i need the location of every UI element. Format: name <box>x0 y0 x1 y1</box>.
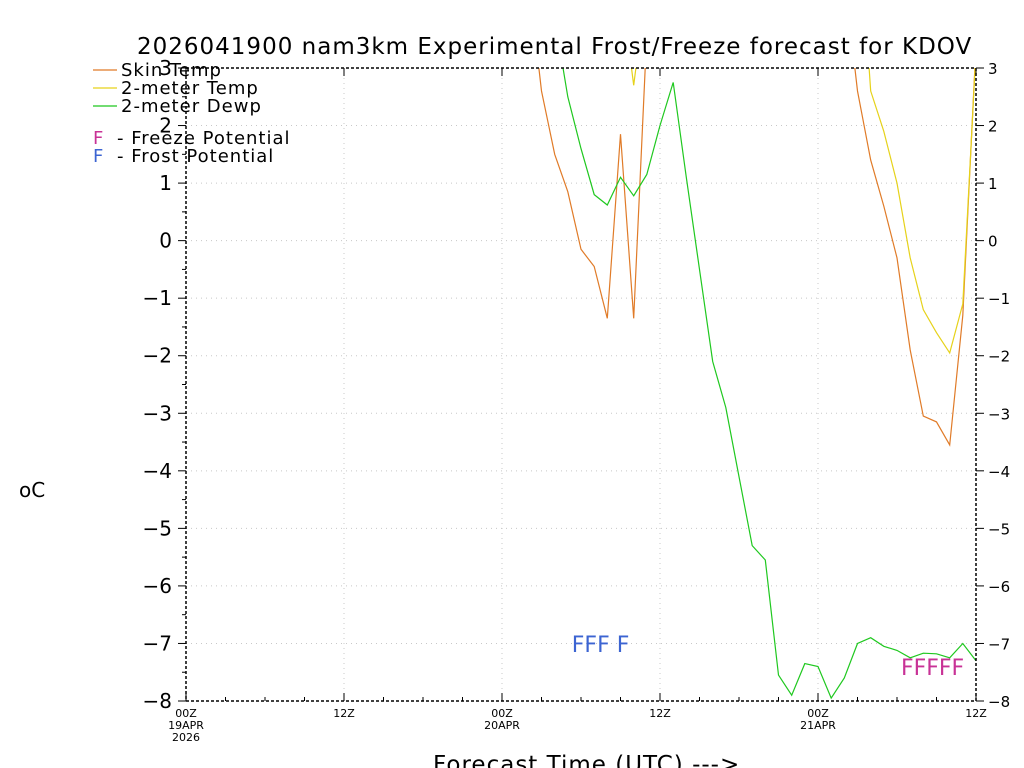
grid-lines <box>185 67 977 702</box>
y-tick-label-left: −6 <box>143 574 172 598</box>
x-tick-label: 12Z <box>333 707 355 720</box>
plot-frame <box>185 67 977 702</box>
y-tick-label-left: 3 <box>159 56 172 80</box>
y-tick-label-left: −3 <box>143 401 172 425</box>
legend-key-letter: F <box>93 146 104 167</box>
y-tick-label-right: 2 <box>988 118 998 136</box>
y-tick-label-right: −1 <box>988 290 1010 308</box>
y-tick-label-left: −2 <box>143 344 172 368</box>
y-tick-label-right: −7 <box>988 635 1010 653</box>
y-tick-label-left: 2 <box>159 114 172 138</box>
y-tick-label-left: −4 <box>143 459 172 483</box>
x-tick-label: 19APR <box>168 719 204 732</box>
series-line-skin-temp <box>538 68 976 447</box>
y-tick-label-right: −2 <box>988 348 1010 366</box>
legend-key-letter: F <box>93 128 104 149</box>
chart-title: 2026041900 nam3km Experimental Frost/Fre… <box>137 34 972 60</box>
legend-entry: 2-meter Temp <box>121 78 259 99</box>
y-tick-label-right: −4 <box>988 463 1010 481</box>
potential-flags: FFF F FFFFF <box>572 633 964 681</box>
y-tick-label-right: 3 <box>988 60 998 78</box>
x-tick-label: 00Z <box>807 707 829 720</box>
y-tick-labels: −8 −8 −7 −7 −6 −6 −5 −5 −4 −4 −3 −3 −2 −2 −1 −1 0 0 1 1 2 2 3 3 <box>143 56 1011 713</box>
y-tick-label-right: 1 <box>988 175 998 193</box>
x-tick-label: 00Z <box>491 707 513 720</box>
y-tick-label-left: 0 <box>159 229 172 253</box>
legend-entry: Skin Temp <box>121 60 222 81</box>
legend-key-text: - Frost Potential <box>117 146 274 167</box>
x-tick-label: 00Z <box>175 707 197 720</box>
y-tick-label-right: −6 <box>988 578 1010 596</box>
legend-key-text: - Freeze Potential <box>117 128 291 149</box>
potential-flag-label: FFF F <box>572 633 630 658</box>
y-tick-label-left: −8 <box>143 689 172 713</box>
y-tick-label-left: −5 <box>143 516 172 540</box>
legend-entry: 2-meter Dewp <box>121 96 262 117</box>
y-axis-label: oC <box>19 478 45 502</box>
y-tick-label-right: 0 <box>988 233 998 251</box>
y-tick-label-left: −1 <box>143 286 172 310</box>
series-lines <box>538 68 976 700</box>
y-tick-label-right: −5 <box>988 520 1010 538</box>
x-tick-label: 12Z <box>649 707 671 720</box>
y-tick-label-right: −8 <box>988 693 1010 711</box>
x-tick-label: 2026 <box>172 731 200 744</box>
series-line-2-meter-dewp <box>562 68 976 700</box>
series-line-2-meter-temp <box>630 68 976 355</box>
potential-flag-label: FFFFF <box>901 656 964 681</box>
x-tick-label: 21APR <box>800 719 836 732</box>
y-tick-label-left: −7 <box>143 631 172 655</box>
y-tick-label-left: 1 <box>159 171 172 195</box>
y-tick-label-right: −3 <box>988 405 1010 423</box>
x-tick-label: 12Z <box>965 707 987 720</box>
axis-ticks <box>178 67 984 702</box>
x-axis-label: Forecast Time (UTC) ---> <box>433 752 740 768</box>
x-tick-label: 20APR <box>484 719 520 732</box>
